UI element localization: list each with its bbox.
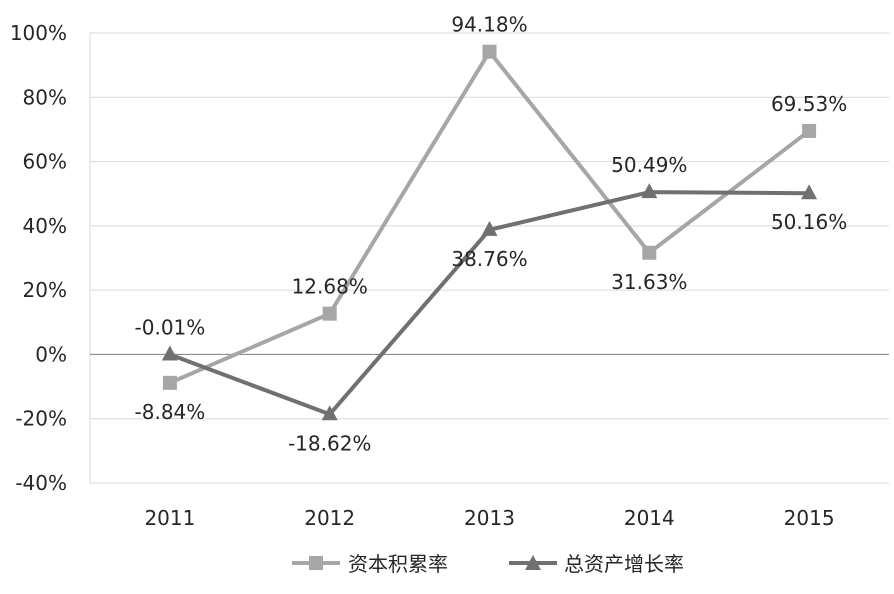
data-point-square bbox=[322, 306, 337, 321]
x-tick-label: 2013 bbox=[464, 506, 515, 530]
legend-marker-square bbox=[309, 556, 323, 570]
data-point-triangle bbox=[801, 184, 818, 200]
legend: 资本积累率 总资产增长率 bbox=[292, 552, 684, 576]
x-tick-label: 2011 bbox=[144, 506, 195, 530]
data-labels: -8.84% 12.68% 94.18% 31.63% 69.53% -0.01% -18.… bbox=[135, 13, 848, 456]
data-label: -0.01% bbox=[135, 315, 206, 339]
x-tick-label: 2012 bbox=[304, 506, 355, 530]
data-label: 94.18% bbox=[451, 13, 527, 37]
y-tick-label: 0% bbox=[35, 342, 67, 366]
y-tick-label: 80% bbox=[23, 85, 67, 109]
data-point-triangle bbox=[481, 220, 498, 236]
data-point-triangle bbox=[321, 405, 338, 421]
data-point-triangle bbox=[641, 183, 658, 199]
legend-marker-triangle bbox=[525, 555, 541, 570]
x-tick-label: 2015 bbox=[784, 506, 835, 530]
y-tick-label: 60% bbox=[23, 150, 67, 174]
y-tick-label: 40% bbox=[23, 214, 67, 238]
data-label: -8.84% bbox=[135, 400, 206, 424]
legend-label-capital-accumulation: 资本积累率 bbox=[348, 552, 448, 576]
data-label: 50.16% bbox=[771, 210, 847, 234]
data-point-square bbox=[162, 375, 177, 390]
data-label: 69.53% bbox=[771, 92, 847, 116]
x-tick-label: 2014 bbox=[624, 506, 675, 530]
data-label: 12.68% bbox=[292, 275, 368, 299]
data-label: 38.76% bbox=[451, 247, 527, 271]
y-tick-label: 100% bbox=[10, 21, 67, 45]
data-label: 31.63% bbox=[611, 270, 687, 294]
data-point-square bbox=[482, 44, 497, 59]
legend-label-total-asset-growth: 总资产增长率 bbox=[564, 552, 684, 576]
data-point-square bbox=[642, 245, 657, 260]
data-point-square bbox=[802, 123, 817, 138]
data-point-triangle bbox=[161, 345, 178, 361]
x-axis-ticks: 2011 2012 2013 2014 2015 bbox=[144, 506, 834, 530]
legend-item-total-asset-growth: 总资产增长率 bbox=[509, 552, 684, 576]
y-tick-label: -20% bbox=[15, 407, 67, 431]
series-group bbox=[161, 44, 818, 421]
y-tick-label: 20% bbox=[23, 278, 67, 302]
data-label: -18.62% bbox=[288, 431, 371, 455]
y-tick-label: -40% bbox=[15, 471, 67, 495]
y-axis-ticks: 100% 80% 60% 40% 20% 0% -20% -40% bbox=[10, 21, 67, 495]
data-label: 50.49% bbox=[611, 153, 687, 177]
legend-item-capital-accumulation: 资本积累率 bbox=[292, 552, 448, 576]
series-line-capital-accumulation bbox=[169, 49, 811, 385]
